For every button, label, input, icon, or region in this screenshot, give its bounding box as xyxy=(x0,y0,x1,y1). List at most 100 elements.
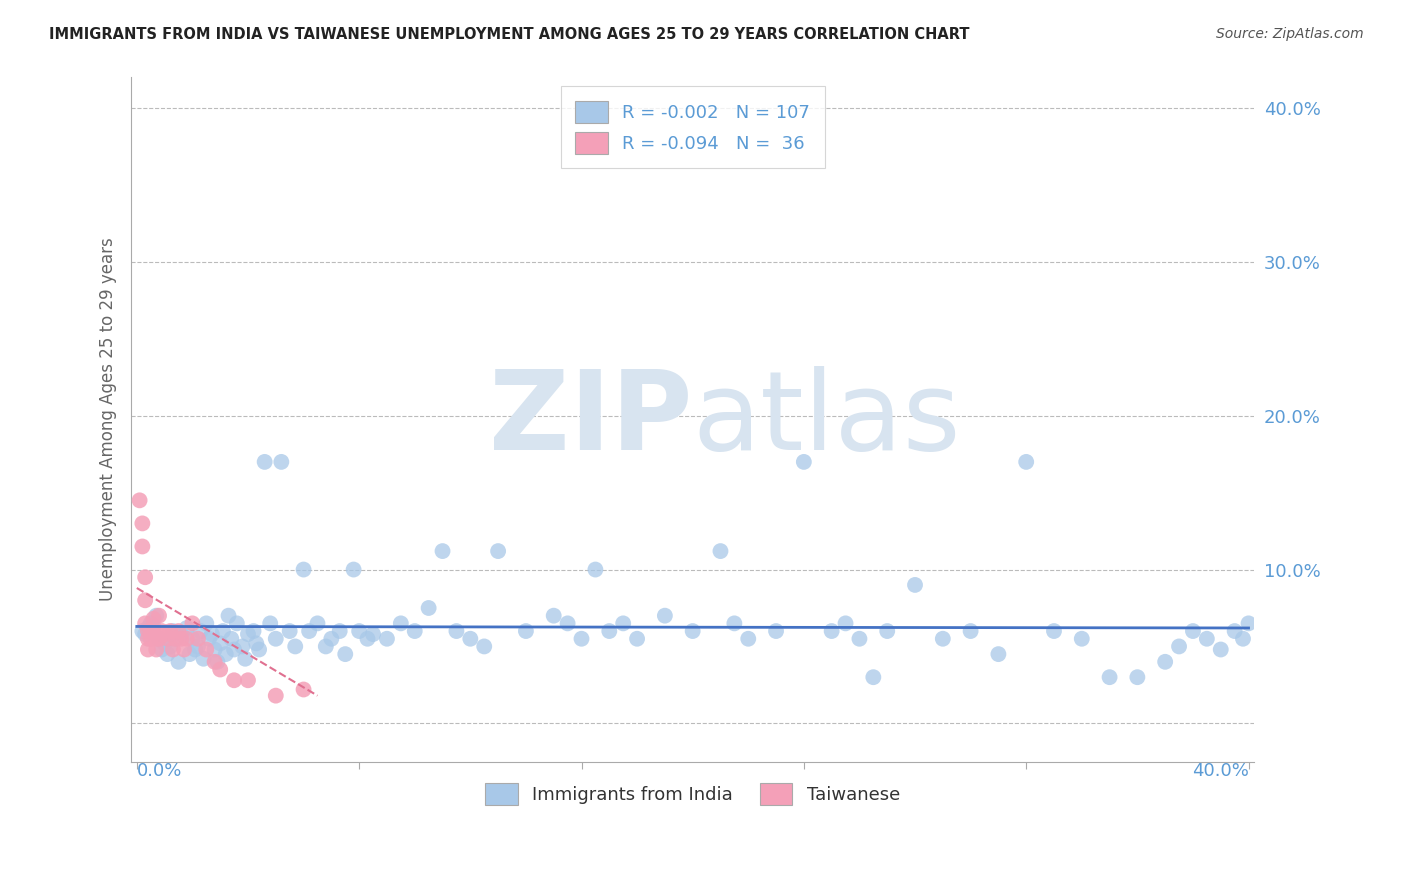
Point xyxy=(264,632,287,646)
Point xyxy=(709,544,731,558)
Point xyxy=(765,624,787,638)
Point xyxy=(342,563,364,577)
Point xyxy=(626,632,648,646)
Y-axis label: Unemployment Among Ages 25 to 29 years: Unemployment Among Ages 25 to 29 years xyxy=(100,238,117,601)
Point xyxy=(156,647,179,661)
Point xyxy=(876,624,898,638)
Point xyxy=(176,632,198,646)
Text: 0.0%: 0.0% xyxy=(136,762,183,780)
Point xyxy=(142,612,165,626)
Point xyxy=(181,632,204,646)
Point xyxy=(131,516,153,531)
Point xyxy=(389,616,412,631)
Point xyxy=(162,642,184,657)
Point xyxy=(583,563,606,577)
Text: atlas: atlas xyxy=(693,366,962,473)
Point xyxy=(159,624,181,638)
Point xyxy=(298,624,321,638)
Point xyxy=(1043,624,1066,638)
Point xyxy=(215,647,238,661)
Point xyxy=(264,689,287,703)
Point xyxy=(204,642,226,657)
Point xyxy=(209,636,232,650)
Point xyxy=(1232,632,1254,646)
Point xyxy=(278,624,301,638)
Point xyxy=(195,642,218,657)
Point xyxy=(515,624,537,638)
Point xyxy=(259,616,281,631)
Point xyxy=(165,632,187,646)
Point xyxy=(201,627,224,641)
Point xyxy=(222,642,245,657)
Point xyxy=(292,682,315,697)
Point xyxy=(139,624,162,638)
Point xyxy=(218,608,240,623)
Point xyxy=(136,642,159,657)
Point xyxy=(848,632,870,646)
Point xyxy=(198,632,221,646)
Point xyxy=(136,621,159,635)
Point xyxy=(820,624,842,638)
Point xyxy=(612,616,634,631)
Point xyxy=(862,670,884,684)
Point xyxy=(170,627,193,641)
Point xyxy=(1195,632,1218,646)
Point xyxy=(159,640,181,654)
Point xyxy=(315,640,337,654)
Point xyxy=(231,640,253,654)
Point xyxy=(1098,670,1121,684)
Point xyxy=(134,570,156,584)
Point xyxy=(225,616,247,631)
Point xyxy=(148,632,170,646)
Point xyxy=(472,640,495,654)
Text: ZIP: ZIP xyxy=(489,366,693,473)
Point xyxy=(150,624,173,638)
Point xyxy=(654,608,676,623)
Point xyxy=(335,647,357,661)
Point xyxy=(193,651,215,665)
Point xyxy=(204,655,226,669)
Point xyxy=(245,636,267,650)
Point xyxy=(253,455,276,469)
Point xyxy=(134,616,156,631)
Point xyxy=(347,624,370,638)
Point xyxy=(375,632,398,646)
Point xyxy=(1015,455,1038,469)
Point xyxy=(321,632,343,646)
Point xyxy=(1154,655,1177,669)
Point xyxy=(145,608,167,623)
Point xyxy=(1181,624,1204,638)
Point xyxy=(307,616,329,631)
Point xyxy=(1070,632,1092,646)
Point xyxy=(209,663,232,677)
Point xyxy=(131,624,153,638)
Point xyxy=(932,632,955,646)
Point xyxy=(987,647,1010,661)
Point xyxy=(292,563,315,577)
Point xyxy=(233,651,256,665)
Point xyxy=(242,624,264,638)
Point xyxy=(145,642,167,657)
Point xyxy=(1223,624,1246,638)
Point xyxy=(222,673,245,688)
Point xyxy=(486,544,509,558)
Point xyxy=(142,619,165,633)
Point xyxy=(247,642,270,657)
Point xyxy=(1209,642,1232,657)
Point xyxy=(361,627,384,641)
Point xyxy=(128,493,150,508)
Point xyxy=(156,632,179,646)
Point xyxy=(195,616,218,631)
Point xyxy=(167,655,190,669)
Point xyxy=(329,624,352,638)
Point xyxy=(134,593,156,607)
Point xyxy=(153,636,176,650)
Point xyxy=(131,540,153,554)
Point xyxy=(682,624,704,638)
Point xyxy=(136,624,159,638)
Point xyxy=(181,616,204,631)
Point xyxy=(1168,640,1191,654)
Point xyxy=(236,673,259,688)
Point xyxy=(142,624,165,638)
Point xyxy=(212,624,235,638)
